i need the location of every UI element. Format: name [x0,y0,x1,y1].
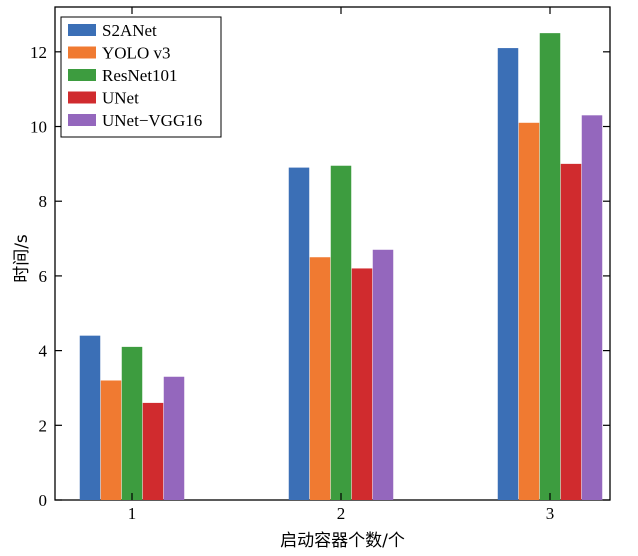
legend-swatch [68,91,96,104]
y-tick-label: 2 [39,416,48,435]
legend-items: S2ANet YOLO v3 ResNet101 UNet UNet−VGG16 [68,21,202,130]
bar-unet-vgg16-1 [163,376,185,500]
y-axis-title: 时间/s [12,234,32,283]
legend-label: UNet−VGG16 [102,111,202,130]
bar-yolo-v3-1 [100,380,122,500]
bar-unet-vgg16-3 [581,115,603,500]
legend-swatch [68,114,96,126]
bar-s2anet-3 [497,48,519,500]
y-tick-label: 0 [39,491,48,510]
y-tick-label: 12 [30,43,47,62]
legend-label: UNet [102,89,139,108]
legend-label: S2ANet [102,21,157,40]
x-axis-title: 启动容器个数/个 [280,531,405,551]
x-axis: 1 2 3 [128,7,555,523]
x-tick-label: 1 [128,504,137,523]
legend-swatch [68,46,96,59]
legend-swatch [68,69,96,81]
bars-layer [79,33,603,500]
y-tick-label: 6 [39,267,48,286]
bar-unet-3 [560,163,582,500]
bar-unet-1 [142,402,164,500]
legend-label: YOLO v3 [102,44,170,63]
y-tick-label: 10 [30,118,47,137]
y-tick-label: 4 [39,342,48,361]
bar-yolo-v3-3 [518,122,540,500]
bar-resnet101-1 [121,346,143,500]
bar-resnet101-2 [330,165,352,500]
legend: S2ANet YOLO v3 ResNet101 UNet UNet−VGG16 [60,16,222,138]
bar-s2anet-1 [79,335,101,500]
x-tick-label: 3 [546,504,555,523]
x-tick-label: 2 [337,504,346,523]
y-tick-label: 8 [39,192,48,211]
bar-resnet101-3 [539,33,561,500]
legend-swatch [68,24,96,36]
bar-yolo-v3-2 [309,257,331,500]
bar-unet-2 [351,268,373,500]
bar-s2anet-2 [288,167,310,500]
bar-unet-vgg16-2 [372,249,394,500]
legend-label: ResNet101 [102,66,178,85]
